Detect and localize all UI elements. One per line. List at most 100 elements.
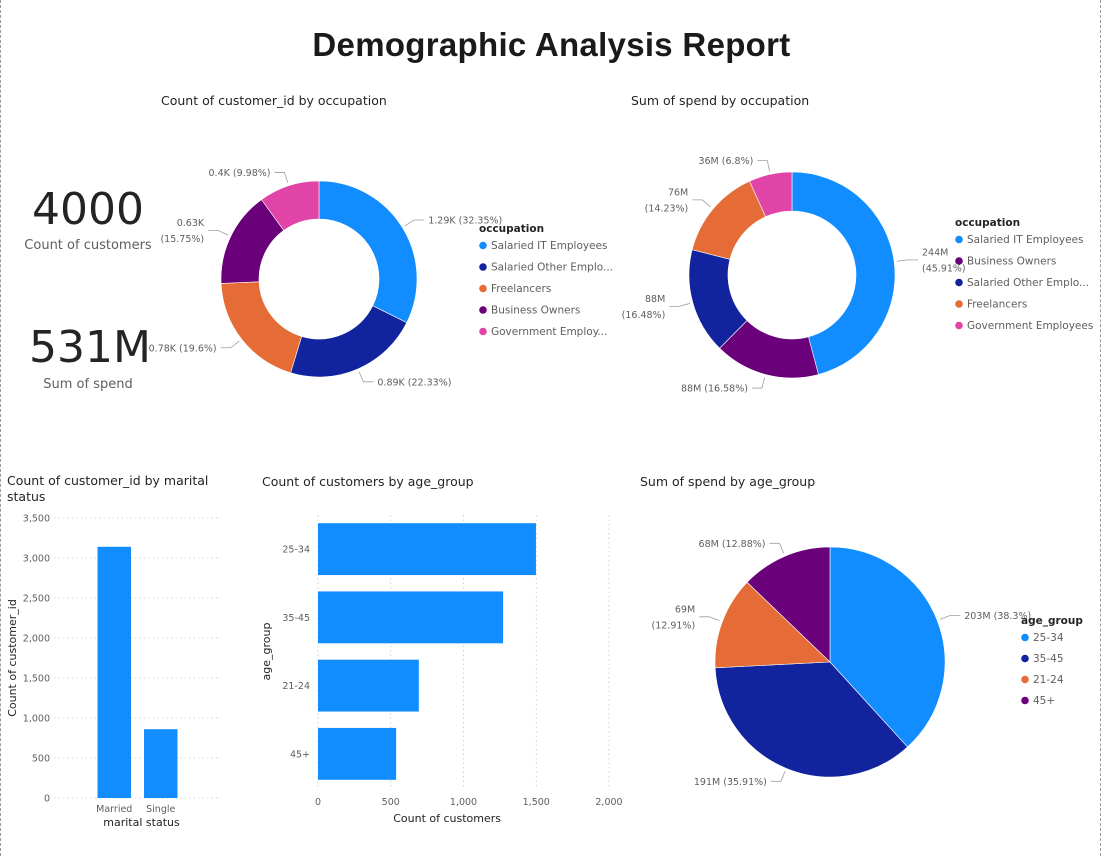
y-axis-title: Count of customer_id [6, 599, 19, 717]
leader-line [770, 770, 786, 782]
slice-salaried-other-employees [290, 305, 408, 378]
y-tick-label: 45+ [290, 749, 310, 760]
legend-item: Salaried Other Emplo... [491, 262, 613, 274]
kpi-value: 531M [29, 322, 151, 373]
data-label: (16.48%) [622, 310, 666, 321]
legend-item: Salaried Other Emplo... [967, 277, 1089, 289]
y-tick-label: 3,000 [23, 554, 50, 565]
legend-item: Business Owners [491, 305, 580, 317]
chart-title-age-spend: Sum of spend by age_group [640, 474, 816, 489]
x-tick-label: Married [96, 804, 132, 815]
legend-title: occupation [479, 223, 544, 235]
marital-status-bar-chart[interactable]: 0 500 1,000 1,500 2,000 2,500 3,000 3,500 Marrie… [1, 505, 236, 840]
legend-title: age_group [1021, 615, 1083, 627]
legend-marker [955, 278, 963, 287]
y-tick-label: 500 [32, 754, 50, 765]
slice-salaried-it-employees [791, 171, 896, 375]
leader-line [208, 229, 229, 236]
y-tick-label: 1,000 [23, 714, 50, 725]
legend-marker [1021, 654, 1029, 663]
data-label: 244M [922, 247, 948, 258]
data-label: 88M [645, 294, 665, 305]
x-tick-label: 2,000 [595, 797, 622, 808]
leader-line [757, 160, 771, 172]
leader-line [220, 340, 240, 349]
x-axis-title: marital status [103, 816, 180, 829]
bar-35-45 [318, 591, 504, 644]
bar-married [97, 546, 131, 798]
legend-marker [955, 235, 963, 244]
data-label: 68M (12.88%) [699, 539, 766, 550]
data-label: 1.29K (32.35%) [428, 216, 502, 227]
legend-marker [955, 321, 963, 330]
leader-line [692, 199, 711, 208]
kpi-label: Count of customers [24, 238, 152, 253]
data-label: 0.4K (9.98%) [209, 168, 271, 179]
legend-item: Government Employees [967, 320, 1093, 332]
y-tick-label: 1,500 [23, 674, 50, 685]
leader-line [669, 303, 690, 307]
data-label: (12.91%) [652, 620, 696, 631]
slice-salaried-it-employees [318, 180, 418, 324]
data-label: 191M (35.91%) [694, 777, 767, 788]
slice-45- [746, 546, 831, 663]
legend-item: 45+ [1033, 695, 1055, 707]
leader-line [404, 219, 425, 227]
x-tick-label: 1,000 [450, 797, 477, 808]
y-tick-label: 2,000 [23, 634, 50, 645]
leader-line [274, 172, 289, 184]
slice-25-34 [829, 546, 946, 748]
legend-marker [1021, 675, 1029, 684]
legend-item: 21-24 [1033, 674, 1064, 686]
legend-marker [479, 284, 487, 293]
y-tick-label: 2,500 [23, 594, 50, 605]
age-group-spend-pie-chart[interactable]: 203M (38.3%) 191M (35.91%) 69M (12.91%) 68M … [631, 520, 1096, 800]
data-label: (15.75%) [160, 234, 204, 245]
legend-title: occupation [955, 217, 1020, 229]
legend-marker [1021, 633, 1029, 642]
legend-item: Salaried IT Employees [491, 240, 607, 252]
leader-line [751, 377, 766, 389]
data-label: 0.89K (22.33%) [377, 377, 451, 388]
legend-marker [479, 327, 487, 336]
occupation-count-donut-chart[interactable]: 1.29K (32.35%) 0.89K (22.33%) 0.78K (19.6%… [149, 140, 621, 410]
age-group-count-bar-chart[interactable]: 0 500 1,000 1,500 2,000 25-34 35-45 21-24 45+ Cou… [256, 495, 631, 840]
legend-item: Freelancers [967, 299, 1027, 311]
y-tick-label: 21-24 [282, 681, 310, 692]
data-label: 88M (16.58%) [681, 384, 748, 395]
x-tick-label: 1,500 [523, 797, 550, 808]
bar-45plus [318, 727, 397, 780]
data-label: 0.63K [177, 218, 205, 229]
bar-25-34 [318, 523, 536, 576]
legend-item: 25-34 [1033, 632, 1064, 644]
x-tick-label: 500 [382, 797, 400, 808]
occupation-spend-donut-chart[interactable]: 244M (45.91%) 88M (16.58%) 88M (16.48%) 76M (1… [622, 140, 1096, 410]
leader-line [897, 259, 919, 262]
chart-title-occupation-spend: Sum of spend by occupation [631, 93, 810, 108]
data-label: (14.23%) [645, 203, 689, 214]
y-axis-title: age_group [260, 623, 273, 681]
y-tick-label: 0 [44, 794, 50, 805]
leader-line [939, 614, 961, 620]
y-tick-label: 3,500 [23, 514, 50, 525]
report-title: Demographic Analysis Report [312, 26, 791, 63]
bar-21-24 [318, 659, 419, 712]
legend-marker [955, 300, 963, 308]
y-tick-label: 25-34 [282, 545, 310, 556]
x-tick-label: 0 [315, 797, 321, 808]
legend-item: Salaried IT Employees [967, 234, 1083, 246]
chart-title-age-count: Count of customers by age_group [262, 474, 474, 489]
legend-marker [1021, 696, 1029, 705]
data-label: 36M (6.8%) [698, 156, 753, 167]
legend-marker [955, 257, 963, 265]
bar-single [144, 729, 178, 798]
x-axis-title: Count of customers [393, 812, 501, 825]
legend-marker [479, 306, 487, 314]
leader-line [358, 371, 374, 383]
slice-21-24 [714, 581, 831, 669]
y-tick-label: 35-45 [282, 613, 310, 624]
data-label: 0.78K (19.6%) [149, 343, 217, 354]
legend-item: Freelancers [491, 283, 551, 295]
legend-item: 35-45 [1033, 653, 1064, 665]
